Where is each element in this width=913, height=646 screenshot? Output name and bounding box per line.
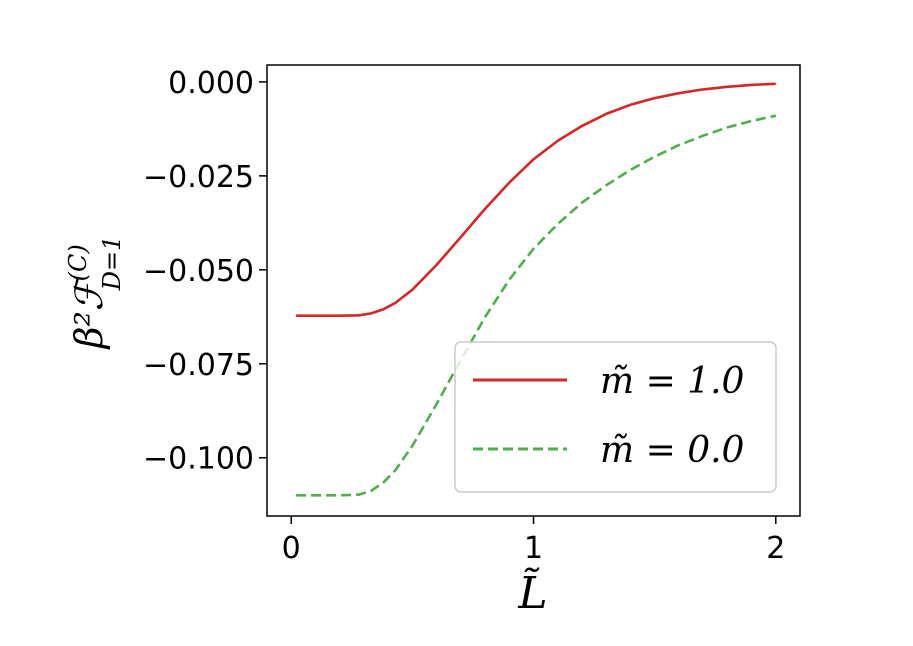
y-axis-label-group: β²ℱ(C) D=1 [64,236,126,351]
x-tick-label: 2 [766,531,785,566]
y-axis-ticks: 0.000 −0.025 −0.050 −0.075 −0.100 [143,66,267,477]
series-line-2 [296,114,777,497]
series-layer [296,82,777,497]
x-tick-label: 0 [282,531,301,566]
legend-label-series-1: m̃ = 1.0 [600,361,744,402]
x-axis-label: L̃ [517,566,547,619]
x-axis-ticks: 0 1 2 [282,516,785,566]
y-tick-label: −0.025 [143,160,254,195]
x-tick-label: 1 [524,531,543,566]
y-axis-label-superscript: (C) [64,244,92,281]
y-axis-label-main: β²ℱ [67,275,111,350]
legend-label-series-2: m̃ = 0.0 [600,430,744,471]
y-axis-label: β²ℱ(C) D=1 [64,236,126,351]
y-tick-label: −0.075 [143,348,254,383]
y-tick-label: −0.100 [143,442,254,477]
y-tick-label: −0.050 [143,254,254,289]
legend: m̃ = 1.0 m̃ = 0.0 [454,341,777,493]
series-line-1 [296,82,776,318]
y-tick-label: 0.000 [168,66,254,101]
y-axis-label-subscript: D=1 [98,236,126,292]
